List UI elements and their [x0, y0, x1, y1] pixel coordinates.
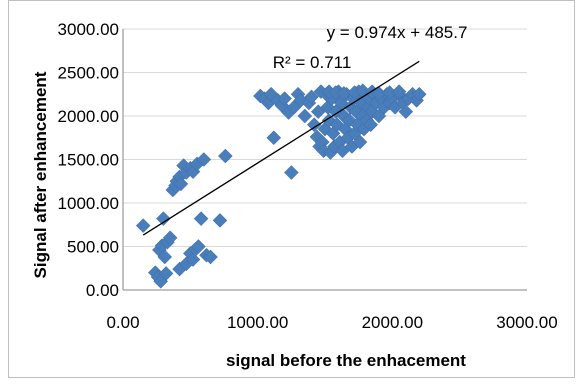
y-tick-label: 500.00 — [67, 238, 119, 257]
data-point — [266, 130, 282, 146]
data-point — [343, 99, 358, 115]
y-tick-label: 1000.00 — [58, 194, 119, 213]
data-point — [158, 266, 174, 281]
data-point — [156, 211, 171, 227]
axes — [122, 29, 527, 291]
x-axis-title: signal before the enhacement — [226, 351, 466, 370]
y-tick-label: 3000.00 — [58, 20, 119, 39]
data-point — [173, 176, 189, 192]
data-point — [352, 134, 368, 150]
y-tick-label: 2500.00 — [58, 64, 119, 83]
data-point — [135, 218, 151, 233]
y-axis-title: Signal after enhancement — [31, 71, 50, 278]
data-point — [217, 148, 233, 164]
y-tick-label: 0.00 — [86, 281, 119, 300]
data-point — [185, 252, 201, 267]
data-point — [306, 117, 322, 133]
data-point — [212, 213, 228, 228]
data-point — [191, 239, 206, 254]
y-tick-label: 2000.00 — [58, 107, 119, 126]
chart-frame — [8, 0, 575, 378]
data-point — [391, 84, 407, 99]
data-point — [304, 89, 319, 105]
r-squared-label: R² = 0.711 — [273, 53, 352, 72]
trendline — [142, 60, 420, 236]
data-point — [277, 91, 292, 106]
data-point — [193, 211, 209, 227]
x-tick-label: 1000.00 — [227, 313, 288, 332]
x-tick-label: 3000.00 — [496, 313, 557, 332]
data-point — [203, 249, 218, 265]
data-point — [283, 165, 299, 180]
y-tick-labels: 0.00 500.00 1000.00 1500.00 2000.00 2500.00 30… — [58, 20, 119, 300]
data-point — [162, 230, 178, 246]
y-tick-label: 1500.00 — [58, 151, 119, 170]
trendline-equation: y = 0.974x + 485.7 — [327, 23, 468, 42]
x-tick-labels: 0.00 1000.00 2000.00 3000.00 — [106, 313, 557, 332]
data-point — [398, 104, 414, 120]
data-point — [336, 86, 352, 101]
data-points — [135, 83, 427, 289]
data-point — [297, 108, 313, 124]
data-point — [411, 86, 427, 102]
data-point — [157, 249, 173, 265]
data-point — [355, 83, 371, 99]
data-point — [371, 86, 387, 101]
data-point — [363, 117, 379, 133]
x-tick-label: 0.00 — [106, 313, 139, 332]
data-point — [196, 152, 212, 167]
x-tick-label: 2000.00 — [362, 313, 423, 332]
gridlines — [123, 28, 527, 247]
